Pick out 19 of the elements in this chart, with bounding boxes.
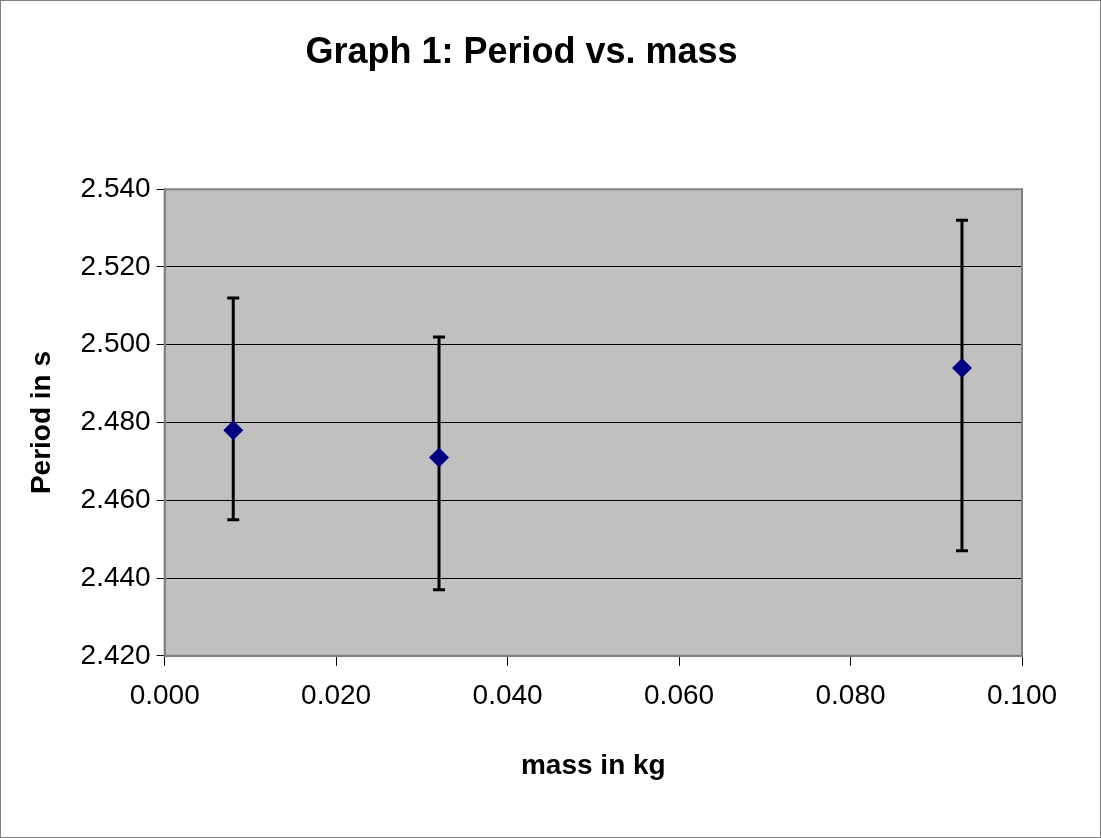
chart-title: Graph 1: Period vs. mass — [305, 29, 738, 71]
y-tick-label: 2.440 — [80, 560, 151, 592]
x-axis-title: mass in kg — [520, 748, 666, 780]
y-tick-label: 2.500 — [80, 327, 151, 359]
y-tick-label: 2.520 — [80, 249, 151, 281]
y-tick-label: 2.480 — [80, 405, 151, 437]
x-tick-label: 0.040 — [472, 679, 543, 711]
x-tick-label: 0.100 — [986, 679, 1058, 711]
x-tick-label: 0.020 — [301, 679, 372, 711]
point — [429, 447, 450, 468]
point — [951, 358, 972, 379]
x-tick-label: 0.060 — [644, 679, 715, 711]
x-tick-label: 0.000 — [129, 679, 200, 711]
y-tick-label: 2.540 — [80, 171, 151, 203]
x-tick-label: 0.080 — [815, 679, 886, 711]
y-tick-label: 2.420 — [80, 638, 151, 670]
point — [223, 420, 244, 441]
y-tick-label: 2.460 — [80, 482, 151, 514]
y-axis-title: Period in s — [24, 350, 56, 495]
